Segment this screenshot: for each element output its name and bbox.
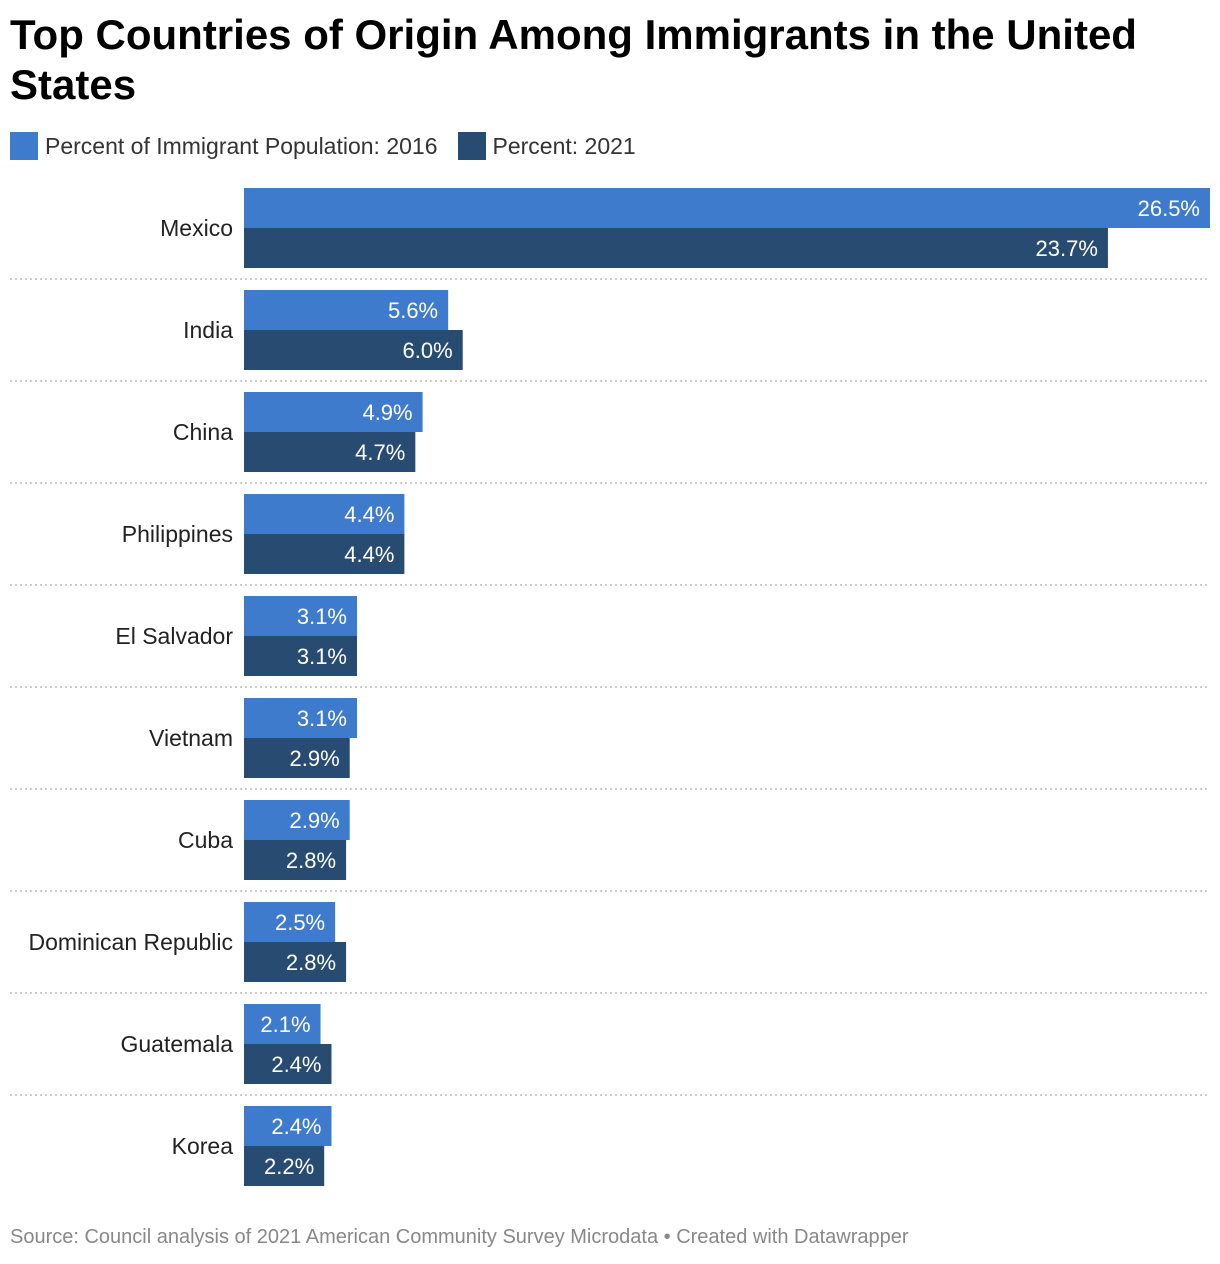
value-label-el-salvador-2021: 3.1% xyxy=(297,644,347,669)
value-label-mexico-2021: 23.7% xyxy=(1036,236,1098,261)
bar-mexico-2021 xyxy=(244,228,1108,268)
source-note: Source: Council analysis of 2021 America… xyxy=(10,1226,659,1248)
value-label-cuba-2016: 2.9% xyxy=(290,808,340,833)
bar-el-salvador-2016 xyxy=(244,596,358,636)
bar-korea-2016 xyxy=(244,1106,332,1146)
bar-mexico-2016 xyxy=(244,188,1210,228)
value-label-korea-2021: 2.2% xyxy=(264,1154,314,1179)
bar-china-2016 xyxy=(244,392,423,432)
bar-korea-2021 xyxy=(244,1146,325,1186)
bar-dominican-republic-2016 xyxy=(244,902,336,942)
value-label-india-2021: 6.0% xyxy=(403,338,453,363)
value-label-china-2021: 4.7% xyxy=(355,440,405,465)
legend-label-2021: Percent: 2021 xyxy=(492,132,636,159)
value-label-el-salvador-2016: 3.1% xyxy=(297,604,347,629)
value-label-dominican-republic-2021: 2.8% xyxy=(286,950,336,975)
bar-el-salvador-2021 xyxy=(244,636,358,676)
bar-china-2021 xyxy=(244,432,416,472)
bar-india-2021 xyxy=(244,330,463,370)
category-label-el-salvador: El Salvador xyxy=(115,623,233,649)
value-label-vietnam-2021: 2.9% xyxy=(290,746,340,771)
bar-chart: Mexico 26.5% 23.7% India 5.6% 6.0% China 4.9% 4.… xyxy=(10,188,1210,1186)
value-label-cuba-2021: 2.8% xyxy=(286,848,336,873)
category-label-guatemala: Guatemala xyxy=(120,1031,233,1057)
chart-footer: Source: Council analysis of 2021 America… xyxy=(10,1226,909,1249)
value-label-mexico-2016: 26.5% xyxy=(1138,196,1200,221)
chart-title: Top Countries of Origin Among Immigrants… xyxy=(10,11,1137,108)
footer-separator: • xyxy=(658,1226,677,1248)
bar-india-2016 xyxy=(244,290,449,330)
legend-swatch-2021 xyxy=(457,132,486,160)
bar-dominican-republic-2021 xyxy=(244,942,347,982)
category-label-philippines: Philippines xyxy=(122,521,233,547)
legend-swatch-2016 xyxy=(10,132,38,160)
value-label-dominican-republic-2016: 2.5% xyxy=(275,910,325,935)
credit-note: Created with Datawrapper xyxy=(676,1226,909,1248)
value-label-philippines-2021: 4.4% xyxy=(344,542,394,567)
legend-item-2021: Percent: 2021 xyxy=(457,132,636,160)
bar-philippines-2016 xyxy=(244,494,405,534)
value-label-india-2016: 5.6% xyxy=(388,298,438,323)
legend-item-2016: Percent of Immigrant Population: 2016 xyxy=(10,132,438,160)
bar-cuba-2016 xyxy=(244,800,350,840)
category-label-china: China xyxy=(173,419,233,445)
legend: Percent of Immigrant Population: 2016 Pe… xyxy=(10,131,656,161)
value-label-philippines-2016: 4.4% xyxy=(344,502,394,527)
value-label-china-2016: 4.9% xyxy=(362,400,412,425)
category-label-mexico: Mexico xyxy=(160,215,233,241)
value-label-korea-2016: 2.4% xyxy=(271,1114,321,1139)
value-label-guatemala-2021: 2.4% xyxy=(271,1052,321,1077)
category-label-korea: Korea xyxy=(172,1133,234,1159)
value-label-vietnam-2016: 3.1% xyxy=(297,706,347,731)
legend-label-2016: Percent of Immigrant Population: 2016 xyxy=(45,132,438,159)
bar-philippines-2021 xyxy=(244,534,405,574)
bar-vietnam-2016 xyxy=(244,698,358,738)
value-label-guatemala-2016: 2.1% xyxy=(260,1012,310,1037)
category-label-india: India xyxy=(183,317,233,343)
category-label-dominican-republic: Dominican Republic xyxy=(28,929,233,955)
category-label-cuba: Cuba xyxy=(178,827,233,853)
bar-vietnam-2021 xyxy=(244,738,350,778)
bar-guatemala-2021 xyxy=(244,1044,332,1084)
bar-guatemala-2016 xyxy=(244,1004,321,1044)
category-label-vietnam: Vietnam xyxy=(149,725,233,751)
bar-cuba-2021 xyxy=(244,840,347,880)
